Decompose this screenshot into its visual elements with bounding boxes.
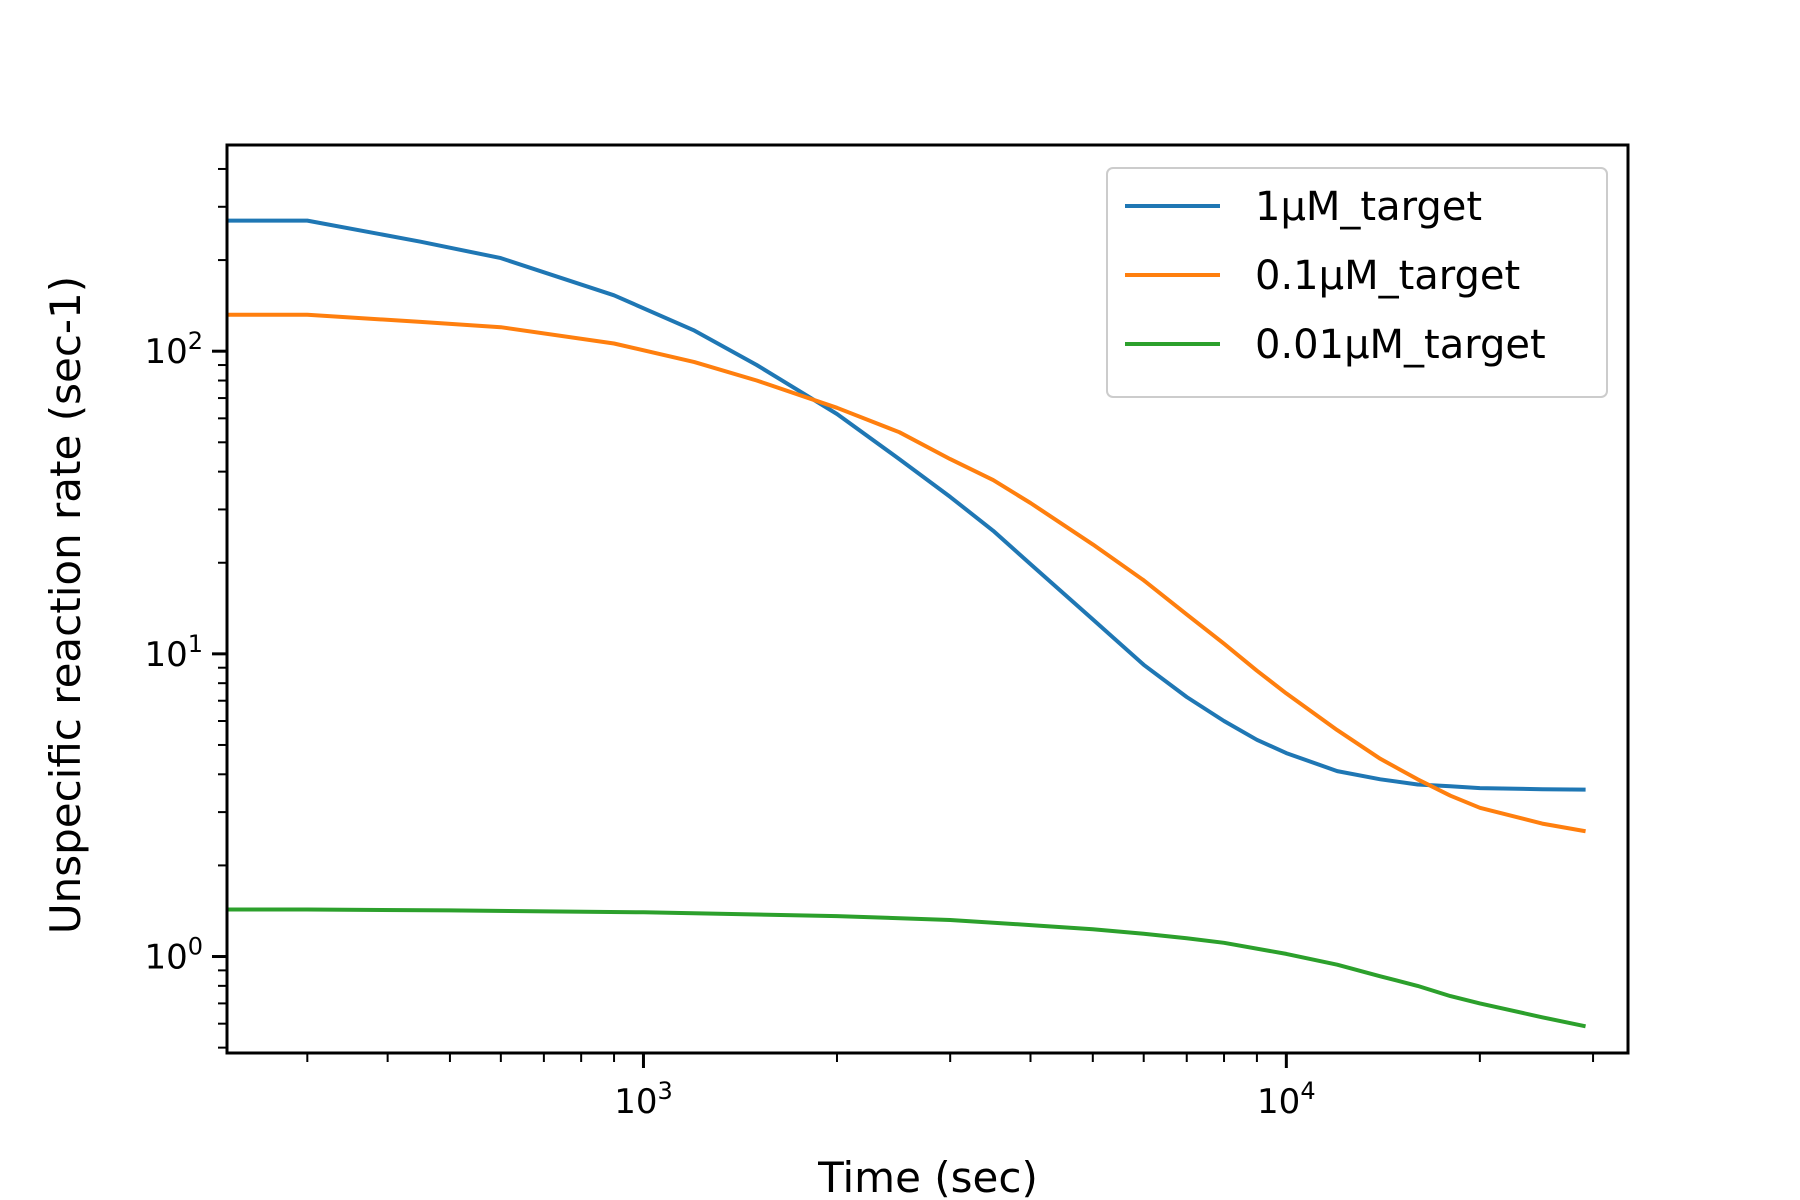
legend-box [1106, 167, 1608, 398]
y-tick-label: 102 [144, 327, 203, 372]
ticks-layer: 103 104 100 101 102 [144, 167, 1595, 1122]
legend-label-0: 1µM_target [1255, 184, 1482, 230]
axes-layer [225, 143, 1630, 1055]
series-line-1 [227, 312, 1586, 834]
y-axis-label: Unspecific reaction rate (sec-1) [41, 276, 90, 934]
x-tick-label: 103 [614, 1077, 673, 1122]
series-layer [227, 218, 1586, 1029]
legend-label-2: 0.01µM_target [1255, 322, 1546, 368]
x-tick-label: 104 [1257, 1077, 1316, 1122]
plot-frame [225, 143, 1630, 1055]
legend: 1µM_target 0.1µM_target 0.01µM_target [1106, 167, 1608, 398]
series-line-2 [227, 907, 1586, 1029]
x-axis-label: Time (sec) [817, 1153, 1038, 1200]
y-tick-label: 100 [144, 933, 203, 978]
y-tick-label: 101 [144, 630, 203, 675]
series-line-0 [227, 218, 1586, 792]
legend-label-1: 0.1µM_target [1255, 253, 1520, 299]
